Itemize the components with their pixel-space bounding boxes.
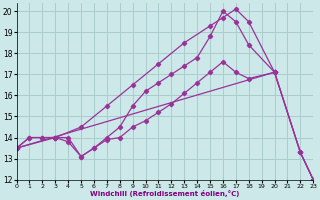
X-axis label: Windchill (Refroidissement éolien,°C): Windchill (Refroidissement éolien,°C) [90,190,240,197]
